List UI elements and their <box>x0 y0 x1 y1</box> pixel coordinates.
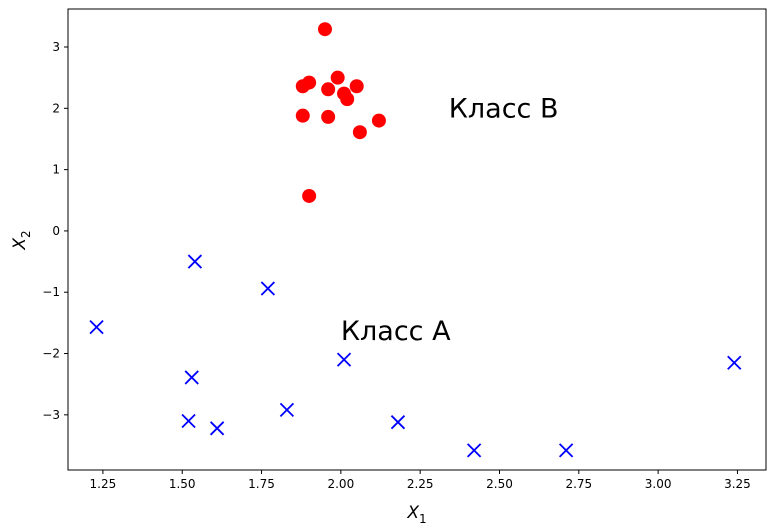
class-b-point <box>321 82 336 97</box>
class-a-point <box>558 443 574 458</box>
x-tick-label: 2.50 <box>486 477 513 491</box>
y-tick-label: −3 <box>42 408 60 422</box>
data-markers <box>89 22 742 458</box>
x-tick-label: 3.25 <box>724 477 751 491</box>
x-tick-label: 1.25 <box>90 477 117 491</box>
y-tick-label: 0 <box>52 224 60 238</box>
class-b-point <box>302 75 317 90</box>
x-tick-label: 2.75 <box>565 477 592 491</box>
class-a-point <box>181 413 196 429</box>
class-a-point <box>184 370 199 385</box>
class-annotation: Класс B <box>449 93 559 124</box>
plot-background <box>68 9 766 470</box>
y-tick-label: 1 <box>52 163 60 177</box>
y-axis-label-subscript: 2 <box>19 230 33 238</box>
y-tick-label: −2 <box>42 347 60 361</box>
plot-frame <box>67 8 767 471</box>
annotations: Класс B Класс A <box>341 93 559 347</box>
x-axis-label-subscript: 1 <box>419 512 427 526</box>
y-axis-label: X2 <box>10 230 33 250</box>
y-tick-label: −1 <box>42 285 60 299</box>
x-tick-label: 2.00 <box>327 477 354 491</box>
class-b-point <box>340 92 355 107</box>
class-a-point <box>187 254 203 269</box>
x-tick-label: 1.50 <box>169 477 196 491</box>
class-a-point <box>89 320 104 335</box>
class-b-point <box>371 113 386 128</box>
x-axis-ticks: 1.25 1.50 1.75 2.00 2.25 2.50 2.75 3.00 3.25 <box>90 470 751 491</box>
y-tick-label: 3 <box>52 40 60 54</box>
class-b-point <box>317 22 332 37</box>
x-axis-label-main: X <box>406 503 419 523</box>
y-tick-label: 2 <box>52 101 60 115</box>
class-a-point <box>336 352 352 367</box>
class-a-point <box>390 415 406 430</box>
class-b-point <box>352 125 367 140</box>
x-tick-label: 2.25 <box>407 477 434 491</box>
class-b-point <box>321 109 336 124</box>
x-tick-label: 3.00 <box>645 477 672 491</box>
class-a-point <box>260 281 276 296</box>
y-axis-ticks: −3 −2 −1 0 1 2 3 <box>42 40 68 422</box>
class-b-point <box>349 79 364 94</box>
class-annotation: Класс A <box>341 316 451 347</box>
class-a-point <box>727 355 742 370</box>
x-axis-label: X1 <box>406 503 426 526</box>
class-b-point <box>330 70 345 85</box>
class-a-point <box>466 443 482 458</box>
y-axis-label-main: X <box>10 238 30 251</box>
class-a-point <box>279 402 295 418</box>
class-b-point <box>295 108 310 123</box>
class-a-point <box>209 421 225 436</box>
class-b-point <box>302 188 317 203</box>
x-tick-label: 1.75 <box>248 477 275 491</box>
